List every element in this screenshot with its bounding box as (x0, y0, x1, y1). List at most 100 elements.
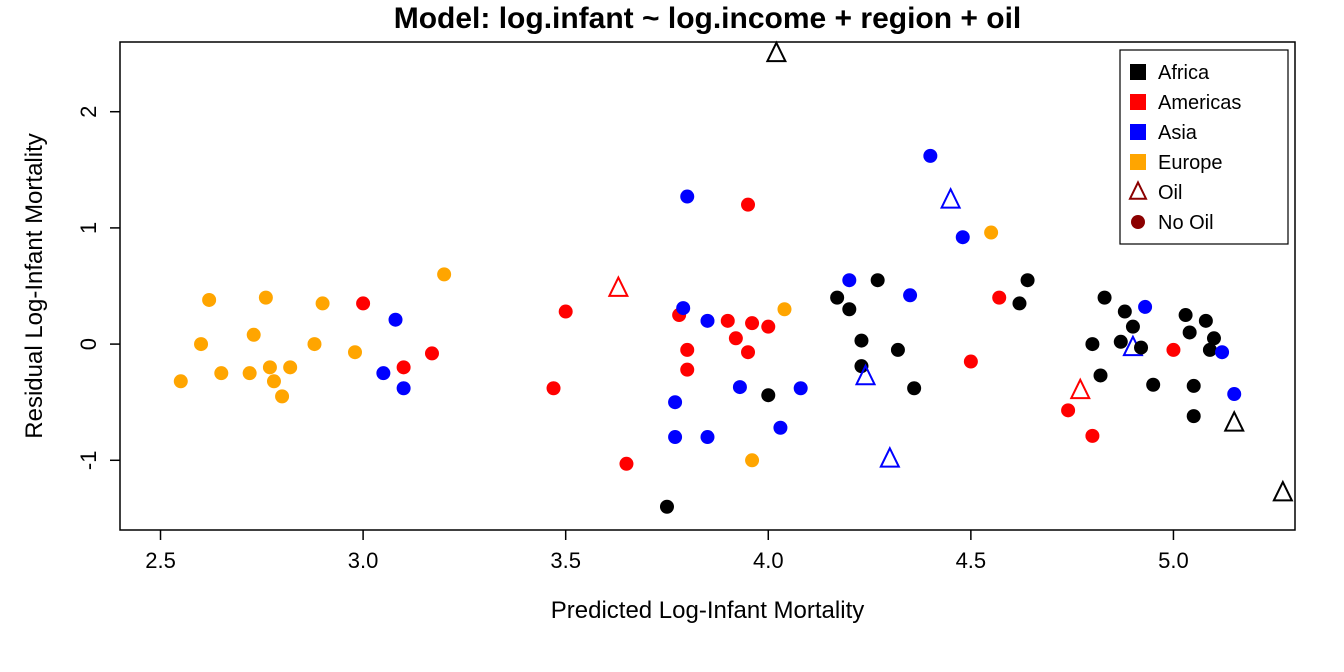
data-point (214, 366, 228, 380)
data-point (745, 316, 759, 330)
data-point (891, 343, 905, 357)
data-point (1085, 429, 1099, 443)
data-point (777, 302, 791, 316)
y-tick-label: 1 (76, 222, 101, 234)
data-point (1146, 378, 1160, 392)
data-point (376, 366, 390, 380)
data-point-oil (609, 278, 627, 296)
data-point (903, 288, 917, 302)
data-point (660, 500, 674, 514)
data-point (307, 337, 321, 351)
data-point-oil (881, 448, 899, 466)
legend-label: No Oil (1158, 212, 1214, 234)
data-point (389, 313, 403, 327)
data-point-oil (1274, 482, 1292, 500)
data-point (676, 301, 690, 315)
data-point (1166, 343, 1180, 357)
legend-label: Asia (1158, 122, 1198, 144)
data-point (1118, 305, 1132, 319)
data-point (701, 314, 715, 328)
data-point (1094, 368, 1108, 382)
y-axis-label-svg: Residual Log-Infant Mortality (21, 133, 48, 438)
data-point (283, 360, 297, 374)
y-tick-label: 2 (76, 106, 101, 118)
data-point (956, 230, 970, 244)
data-point (1227, 387, 1241, 401)
data-point (1085, 337, 1099, 351)
data-point (668, 430, 682, 444)
data-point (1187, 379, 1201, 393)
data-point (397, 360, 411, 374)
legend-label: Africa (1158, 62, 1210, 84)
data-point (559, 305, 573, 319)
data-point-oil (1225, 412, 1243, 430)
data-point (174, 374, 188, 388)
data-point (437, 267, 451, 281)
x-axis-label-svg: Predicted Log-Infant Mortality (551, 597, 865, 624)
data-point (907, 381, 921, 395)
data-point (668, 395, 682, 409)
chart-svg: 2.53.03.54.04.55.0-1012Model: log.infant… (0, 0, 1344, 672)
legend-marker (1131, 215, 1145, 229)
data-point (964, 355, 978, 369)
x-tick-label: 4.0 (753, 548, 784, 573)
data-point (263, 360, 277, 374)
scatter-chart: 2.53.03.54.04.55.0-1012Model: log.infant… (0, 0, 1344, 672)
data-point (1199, 314, 1213, 328)
data-point (773, 421, 787, 435)
data-point (1126, 320, 1140, 334)
data-point (923, 149, 937, 163)
data-point (984, 226, 998, 240)
data-point (842, 273, 856, 287)
data-point (854, 334, 868, 348)
data-point (1215, 345, 1229, 359)
legend-marker (1130, 64, 1146, 80)
data-point (761, 388, 775, 402)
legend-label: Americas (1158, 92, 1241, 114)
data-point (1061, 403, 1075, 417)
data-point (348, 345, 362, 359)
chart-title-svg: Model: log.infant ~ log.income + region … (394, 2, 1022, 35)
data-point (830, 291, 844, 305)
data-point (680, 190, 694, 204)
data-point (729, 331, 743, 345)
data-point (267, 374, 281, 388)
data-point (1138, 300, 1152, 314)
x-tick-label: 3.5 (550, 548, 581, 573)
data-point (243, 366, 257, 380)
data-point (247, 328, 261, 342)
data-point (1114, 335, 1128, 349)
data-point-oil (767, 43, 785, 61)
data-point (356, 296, 370, 310)
x-tick-label: 4.5 (956, 548, 987, 573)
data-point (842, 302, 856, 316)
data-point (316, 296, 330, 310)
data-point (275, 389, 289, 403)
data-point (202, 293, 216, 307)
data-point-oil (942, 189, 960, 207)
y-tick-label: 0 (76, 338, 101, 350)
legend-label: Oil (1158, 182, 1182, 204)
data-point (1187, 409, 1201, 423)
data-point (259, 291, 273, 305)
data-point (194, 337, 208, 351)
data-point (1098, 291, 1112, 305)
data-point-oil (1071, 380, 1089, 398)
data-point (1134, 341, 1148, 355)
data-point (741, 345, 755, 359)
data-point (721, 314, 735, 328)
data-point (397, 381, 411, 395)
data-point (701, 430, 715, 444)
x-tick-label: 3.0 (348, 548, 379, 573)
data-point (680, 363, 694, 377)
x-tick-label: 2.5 (145, 548, 176, 573)
data-point (1021, 273, 1035, 287)
data-point (1179, 308, 1193, 322)
data-point (741, 198, 755, 212)
data-point (794, 381, 808, 395)
data-point (992, 291, 1006, 305)
data-point (425, 346, 439, 360)
data-point (619, 457, 633, 471)
data-point (680, 343, 694, 357)
legend-marker (1130, 94, 1146, 110)
